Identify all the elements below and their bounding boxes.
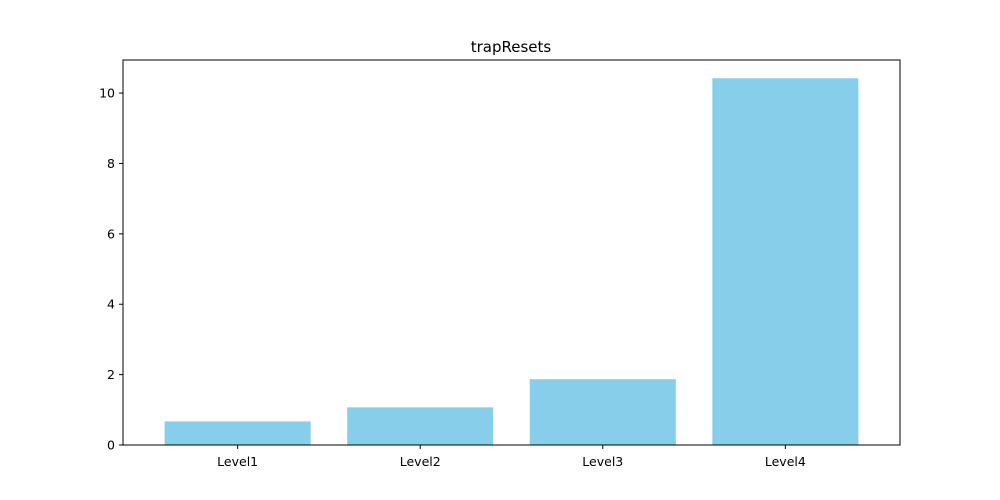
y-tick-label: 10: [99, 86, 115, 101]
y-tick-label: 8: [107, 156, 115, 171]
bar-level4: [712, 78, 859, 446]
chart-title: trapResets: [471, 38, 552, 56]
bar-level1: [164, 421, 311, 445]
y-tick-label: 0: [107, 438, 115, 453]
x-tick-label: Level1: [217, 454, 258, 469]
plot-frame: [122, 59, 901, 446]
x-tick-label: Level4: [765, 454, 806, 469]
x-tick-label: Level2: [400, 454, 441, 469]
y-tick-label: 4: [107, 297, 115, 312]
bar-level2: [347, 407, 494, 445]
x-axis: Level1 Level2 Level3 Level4: [217, 445, 806, 469]
y-axis: 0 2 4 6 8 10: [99, 86, 123, 453]
y-tick-label: 6: [107, 226, 115, 241]
bars-group: [164, 78, 859, 446]
x-tick-label: Level3: [582, 454, 623, 469]
y-tick-label: 2: [107, 367, 115, 382]
bar-level3: [529, 379, 676, 445]
